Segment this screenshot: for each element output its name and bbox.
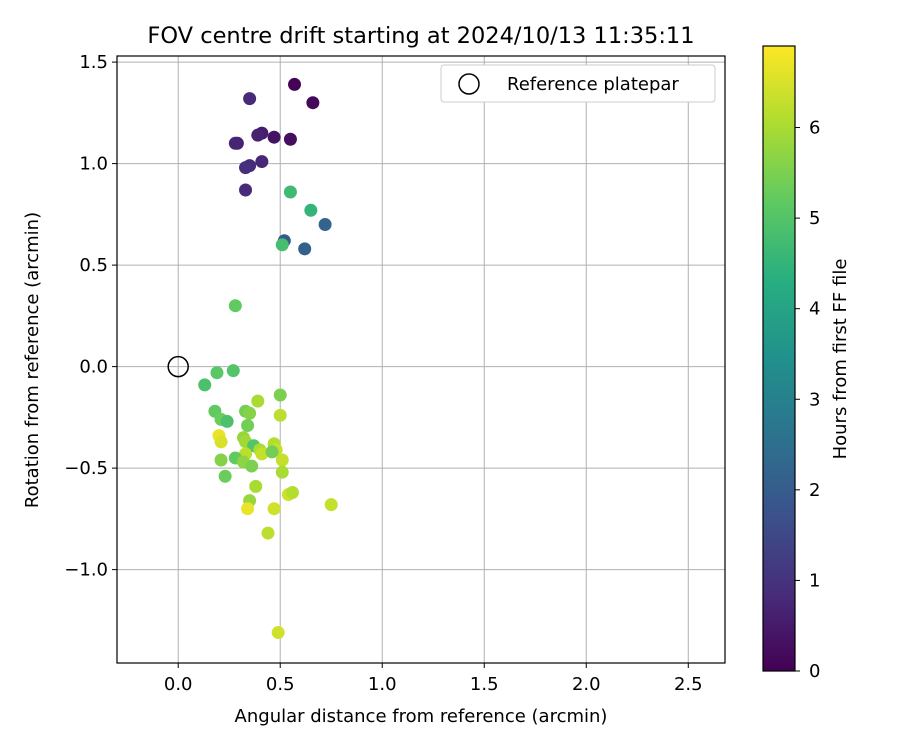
y-axis-ticks: −1.0 −0.5 0.0 0.5 1.0 1.5	[64, 52, 117, 581]
data-point	[243, 92, 257, 106]
data-point	[214, 453, 228, 467]
legend-entry-reference-platepar: Reference platepar	[507, 74, 679, 95]
data-point	[255, 447, 269, 461]
data-point	[241, 418, 255, 432]
plot-frame	[116, 55, 726, 664]
y-tick-label: 1.5	[79, 52, 108, 73]
x-tick-label: 1.5	[470, 674, 499, 695]
data-point	[275, 453, 289, 467]
colorbar-ticks: 0 1 2 3 4 5 6	[795, 118, 820, 682]
x-tick-label: 0.0	[164, 674, 193, 695]
chart-title: FOV centre drift starting at 2024/10/13 …	[147, 23, 694, 49]
colorbar-label: Hours from first FF file	[830, 259, 851, 460]
data-point	[306, 96, 320, 110]
data-point	[304, 203, 318, 217]
grid-lines	[117, 56, 725, 663]
colorbar: 0 1 2 3 4 5 6 Hours from first FF file	[762, 45, 851, 682]
data-point	[273, 388, 287, 402]
data-point	[249, 479, 263, 493]
data-point	[210, 366, 224, 380]
legend-reference-marker	[458, 73, 480, 95]
colorbar-tick-label: 0	[809, 661, 820, 682]
colorbar-tick-label: 2	[809, 480, 820, 501]
x-tick-label: 2.5	[674, 674, 703, 695]
x-tick-label: 0.5	[266, 674, 295, 695]
data-point	[255, 155, 269, 169]
colorbar-tick-label: 4	[809, 299, 820, 320]
data-point	[220, 414, 234, 428]
data-point	[285, 485, 299, 499]
reference-point-marker	[167, 355, 189, 378]
data-point	[324, 498, 338, 512]
x-axis-label: Angular distance from reference (arcmin)	[235, 706, 608, 727]
data-point	[198, 378, 212, 392]
data-point	[267, 502, 281, 516]
data-point	[298, 242, 312, 256]
data-point	[243, 406, 257, 420]
data-point	[288, 77, 302, 91]
data-point	[273, 408, 287, 422]
data-point	[271, 626, 285, 640]
data-point	[275, 465, 289, 479]
data-point	[275, 238, 289, 252]
y-tick-label: 0.0	[79, 357, 108, 378]
data-points	[198, 77, 338, 640]
legend-box	[440, 64, 716, 103]
x-axis-ticks: 0.0 0.5 1.0 1.5 2.0 2.5	[164, 663, 703, 695]
y-tick-label: −0.5	[64, 458, 108, 479]
colorbar-tick-label: 6	[809, 118, 820, 139]
data-point	[251, 394, 265, 408]
data-point	[251, 128, 265, 142]
colorbar-tick-label: 1	[809, 570, 820, 591]
data-point	[261, 526, 275, 540]
data-point	[239, 183, 253, 197]
y-tick-label: 1.0	[79, 154, 108, 175]
data-point	[267, 130, 281, 144]
y-axis-label: Rotation from reference (arcmin)	[22, 212, 43, 508]
legend: Reference platepar	[440, 64, 716, 103]
y-tick-label: −1.0	[64, 560, 108, 581]
x-tick-label: 1.0	[368, 674, 397, 695]
data-point	[228, 299, 242, 313]
data-point	[239, 161, 253, 175]
data-point	[226, 364, 240, 378]
data-point	[245, 459, 259, 473]
y-tick-label: 0.5	[79, 255, 108, 276]
data-point	[214, 435, 228, 449]
x-tick-label: 2.0	[572, 674, 601, 695]
data-point	[218, 469, 232, 483]
data-point	[228, 136, 242, 150]
data-point	[283, 185, 297, 199]
colorbar-tick-label: 3	[809, 389, 820, 410]
data-point	[318, 217, 332, 231]
data-point	[241, 502, 255, 516]
data-point	[283, 132, 297, 146]
colorbar-gradient	[762, 45, 796, 672]
colorbar-tick-label: 5	[809, 208, 820, 229]
data-point	[265, 445, 279, 459]
